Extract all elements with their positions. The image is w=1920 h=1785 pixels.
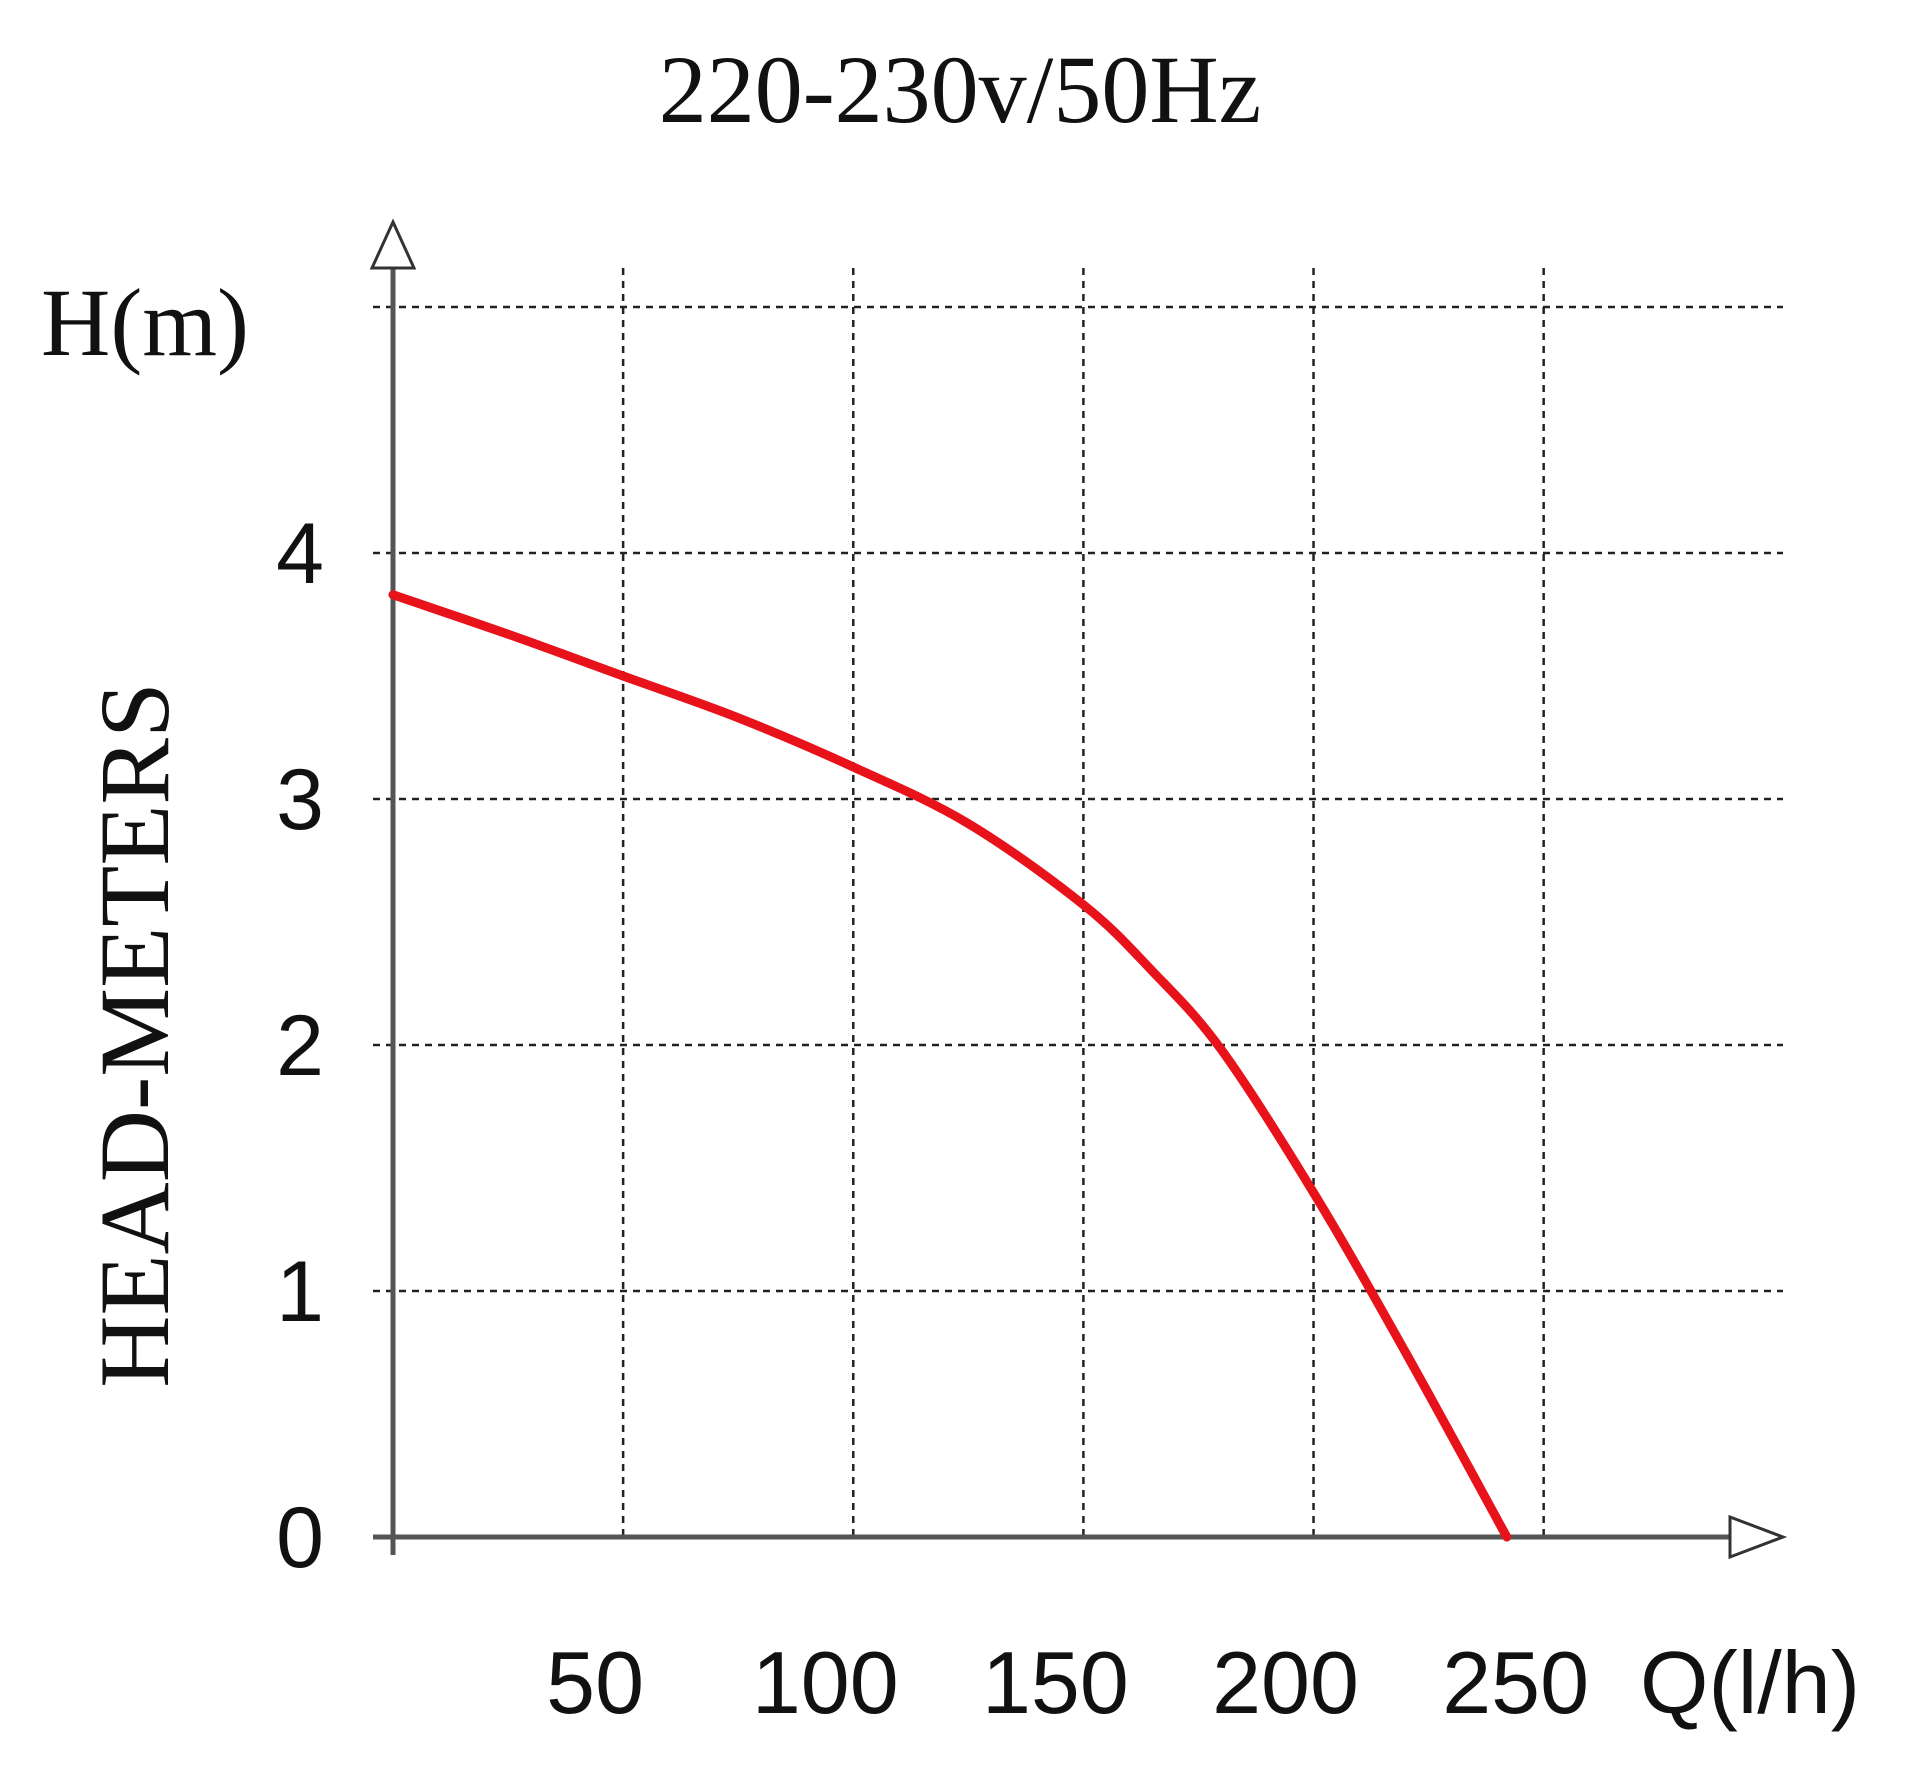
series-group (388, 590, 1512, 1542)
y-axis-title: HEAD-METERS (79, 682, 190, 1388)
y-tick-label: 3 (276, 752, 324, 848)
grid-lines (373, 268, 1783, 1537)
tick-labels: 0 1 2 3 4 50 100 150 200 250 (276, 506, 1589, 1732)
y-tick-label: 0 (276, 1490, 324, 1586)
chart-title: 220-230v/50Hz (659, 36, 1262, 143)
axes (369, 218, 1788, 1560)
x-tick-label: 50 (546, 1633, 644, 1732)
x-tick-label: 250 (1442, 1633, 1589, 1732)
x-tick-label: 150 (982, 1633, 1129, 1732)
performance-curve (388, 590, 1512, 1542)
y-tick-label: 2 (276, 998, 324, 1094)
y-axis-arrowhead (369, 218, 417, 270)
y-axis-unit-label: H(m) (41, 269, 249, 376)
x-axis-arrowhead (1728, 1514, 1788, 1560)
y-tick-label: 4 (276, 506, 324, 602)
x-tick-label: 200 (1212, 1633, 1359, 1732)
x-axis-title: Q(l/h) (1640, 1633, 1860, 1732)
y-tick-label: 1 (276, 1244, 324, 1340)
x-tick-label: 100 (752, 1633, 899, 1732)
